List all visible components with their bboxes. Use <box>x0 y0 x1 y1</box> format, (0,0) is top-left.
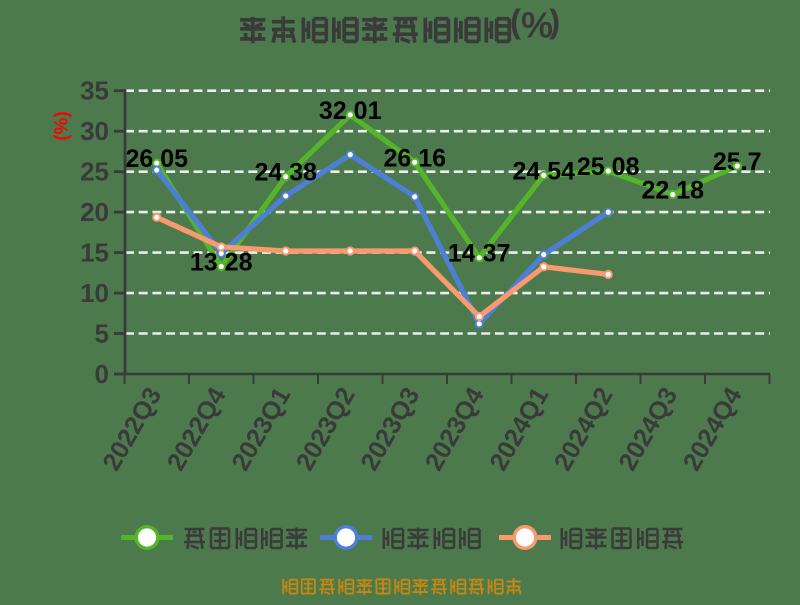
svg-text:25: 25 <box>80 157 109 187</box>
svg-text:(: ( <box>510 2 521 39</box>
svg-text:5: 5 <box>95 319 109 349</box>
svg-text:(%): (%) <box>52 111 73 141</box>
svg-text:30: 30 <box>80 116 109 146</box>
svg-text:20: 20 <box>80 197 109 227</box>
svg-text:10: 10 <box>80 278 109 308</box>
svg-text:%: % <box>521 4 553 45</box>
svg-text:0: 0 <box>95 359 109 389</box>
svg-text:): ) <box>549 2 560 39</box>
svg-text:35: 35 <box>80 76 109 106</box>
svg-text:15: 15 <box>80 238 109 268</box>
